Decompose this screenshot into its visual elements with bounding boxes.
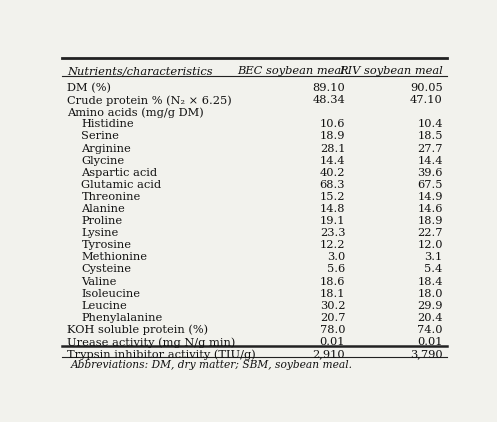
Text: Tyrosine: Tyrosine [82,240,131,250]
Text: 14.9: 14.9 [417,192,443,202]
Text: Lysine: Lysine [82,228,119,238]
Text: 18.6: 18.6 [320,276,345,287]
Text: 39.6: 39.6 [417,168,443,178]
Text: Serine: Serine [82,132,119,141]
Text: 14.4: 14.4 [320,156,345,166]
Text: BEC soybean meal: BEC soybean meal [238,66,345,76]
Text: 18.1: 18.1 [320,289,345,299]
Text: 30.2: 30.2 [320,301,345,311]
Text: Valine: Valine [82,276,117,287]
Text: 20.4: 20.4 [417,313,443,323]
Text: Threonine: Threonine [82,192,141,202]
Text: 29.9: 29.9 [417,301,443,311]
Text: 18.4: 18.4 [417,276,443,287]
Text: 20.7: 20.7 [320,313,345,323]
Text: 89.10: 89.10 [313,83,345,93]
Text: DM (%): DM (%) [67,83,111,93]
Text: 0.01: 0.01 [417,337,443,347]
Text: Methionine: Methionine [82,252,148,262]
Text: 18.5: 18.5 [417,132,443,141]
Text: 19.1: 19.1 [320,216,345,226]
Text: RIV soybean meal: RIV soybean meal [339,66,443,76]
Text: Arginine: Arginine [82,143,131,154]
Text: 23.3: 23.3 [320,228,345,238]
Text: Phenylalanine: Phenylalanine [82,313,163,323]
Text: 74.0: 74.0 [417,325,443,335]
Text: 90.05: 90.05 [410,83,443,93]
Text: 48.34: 48.34 [313,95,345,105]
Text: Proline: Proline [82,216,122,226]
Text: Glutamic acid: Glutamic acid [82,180,162,190]
Text: 12.2: 12.2 [320,240,345,250]
Text: 14.4: 14.4 [417,156,443,166]
Text: Urease activity (mg N/g min): Urease activity (mg N/g min) [67,337,235,348]
Text: Aspartic acid: Aspartic acid [82,168,158,178]
Text: 47.10: 47.10 [410,95,443,105]
Text: 3.1: 3.1 [424,252,443,262]
Text: Alanine: Alanine [82,204,125,214]
Text: 2,910: 2,910 [313,349,345,359]
Text: 14.6: 14.6 [417,204,443,214]
Text: 10.6: 10.6 [320,119,345,130]
Text: 68.3: 68.3 [320,180,345,190]
Text: 5.6: 5.6 [327,265,345,274]
Text: 78.0: 78.0 [320,325,345,335]
Text: 40.2: 40.2 [320,168,345,178]
Text: Nutrients/characteristics: Nutrients/characteristics [67,66,212,76]
Text: Amino acids (mg/g DM): Amino acids (mg/g DM) [67,107,203,118]
Text: 14.8: 14.8 [320,204,345,214]
Text: 5.4: 5.4 [424,265,443,274]
Text: 3,790: 3,790 [410,349,443,359]
Text: 10.4: 10.4 [417,119,443,130]
Text: Isoleucine: Isoleucine [82,289,140,299]
Text: 28.1: 28.1 [320,143,345,154]
Text: Histidine: Histidine [82,119,134,130]
Text: 18.0: 18.0 [417,289,443,299]
Text: Crude protein % (N₂ × 6.25): Crude protein % (N₂ × 6.25) [67,95,232,106]
Text: 3.0: 3.0 [327,252,345,262]
Text: Leucine: Leucine [82,301,127,311]
Text: Cysteine: Cysteine [82,265,131,274]
Text: 0.01: 0.01 [320,337,345,347]
Text: 18.9: 18.9 [320,132,345,141]
Text: 18.9: 18.9 [417,216,443,226]
Text: 12.0: 12.0 [417,240,443,250]
Text: KOH soluble protein (%): KOH soluble protein (%) [67,325,208,335]
Text: 22.7: 22.7 [417,228,443,238]
Text: Glycine: Glycine [82,156,125,166]
Text: 27.7: 27.7 [417,143,443,154]
Text: Abbreviations: DM, dry matter; SBM, soybean meal.: Abbreviations: DM, dry matter; SBM, soyb… [71,360,352,370]
Text: 67.5: 67.5 [417,180,443,190]
Text: Trypsin inhibitor activity (TIU/g): Trypsin inhibitor activity (TIU/g) [67,349,255,360]
Text: 15.2: 15.2 [320,192,345,202]
